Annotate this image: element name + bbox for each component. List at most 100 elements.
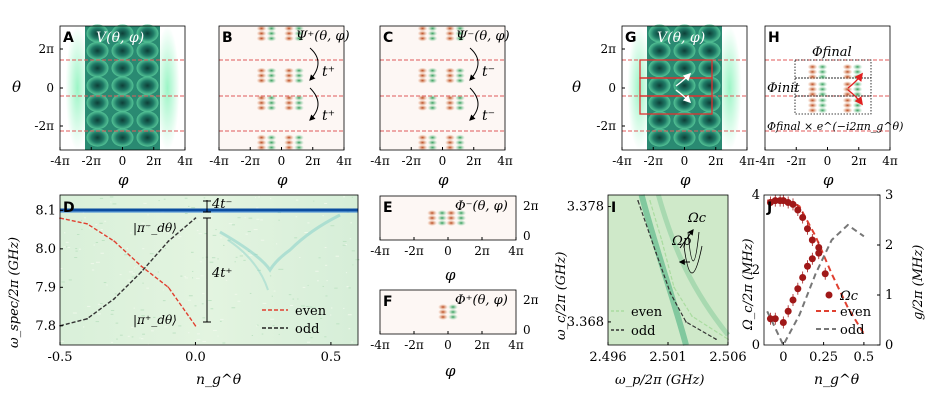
lobe-c-2-1-1-green [455,104,465,111]
lobe-c-1-1--1-green [455,67,465,74]
spectrum-texture-27 [256,324,259,326]
data-point-i-even-0 [649,199,651,202]
lobe-e-0-1-1-green [456,220,467,226]
spectrum-texture-224 [184,197,188,199]
lobe-c-3-0-1-orange [417,144,428,151]
spectrum-texture-100 [90,263,95,265]
spectrum-texture-237 [330,225,335,227]
potential-well-g-1-0 [648,41,671,60]
data-point-j-0-8 [804,225,811,233]
lobe-b-0-1-0-green [294,30,304,37]
spectrum-texture-176 [278,333,280,335]
spectrum-texture-29 [220,318,224,320]
panel-b: B Ψ⁺(θ, φ) t⁺ t⁺ -4π -2π 0 2π 4π φ [209,25,352,189]
panel-letter-b: B [222,30,233,46]
lobe-f-0-0-1-orange [438,314,448,320]
lobe-c-0-0-1-green [427,35,438,42]
spectrum-texture-232 [330,307,333,309]
potential-well-a-3-2 [136,76,159,95]
spectrum-texture-58 [195,277,200,279]
panel-f: F Φ⁺(θ, φ) 2π 0 -4π -2π 0 2π 4π φ [370,289,539,380]
spectrum-texture-8 [110,341,114,343]
d-ytick-1: 8.0 [35,242,56,257]
spectrum-texture-2 [235,256,238,258]
spectrum-texture-150 [200,275,204,277]
spectrum-texture-199 [188,205,190,207]
lobe-c-1-0-0-green [427,72,438,79]
d-ytick-3: 7.8 [35,319,56,334]
spectrum-texture-192 [213,329,217,331]
lobe-c-2-0-1-orange [417,104,428,111]
spectrum-texture-255 [99,222,103,224]
lobe-b-0-0-0-orange [256,30,267,37]
spectrum-texture-1 [192,270,194,272]
spectrum-texture-50 [119,274,122,276]
spectrum-texture-184 [244,217,246,219]
spectrum-texture-136 [81,219,83,221]
resonance-band-2 [655,194,730,337]
spectrum-texture-205 [313,327,317,329]
spectrum-texture-61 [219,237,223,239]
lobe-c-2-1-0-green [455,99,465,106]
legend-odd-i: odd [631,324,655,339]
hop-label-b-1: t⁺ [322,64,335,80]
panel-letter-j: J [766,200,772,216]
phi-axis-label-h: φ [823,171,834,189]
spectrum-texture-62 [278,268,280,270]
lobe-c-1-0-0-orange [417,72,428,79]
phi-tick-b-1: -2π [240,154,260,168]
lobe-b-0-1-1-orange [284,35,294,42]
lobe-f-0-0-0-orange [438,309,448,315]
lobe-b-3-0-1-green [266,144,277,151]
j-ytick-right-3: 0 [885,338,893,353]
lobe-c-1-1-0-orange [445,72,455,79]
spectrum-texture-170 [315,270,319,272]
pi-plus-label: |π⁺_dθ⟩ [133,313,177,327]
lobe-b-1-1--1-orange [284,67,294,74]
spectrum-texture-13 [100,229,103,231]
panel-h: H Φfinal Φinit Φfinal × e^(−i2πn_g^θ) -4… [755,25,903,189]
lobe-c-1-1--1-orange [445,67,455,74]
spectrum-texture-42 [196,339,201,341]
phi-tick-e-4: 4π [508,244,524,258]
j-ytick-right-2: 1 [885,288,893,303]
legend-even-j: even [840,305,872,320]
data-point-j-1-3 [784,307,792,315]
spectrum-texture-3 [255,207,259,209]
potential-well-a-1-2 [136,41,159,60]
panel-title-b: Ψ⁺(θ, φ) [296,29,350,44]
phi-tick-b-4: 4π [336,154,352,168]
data-point-i-odd-4 [715,338,717,341]
spectrum-texture-108 [110,313,114,315]
panel-letter-e: E [383,200,393,216]
spectrum-texture-157 [127,335,130,337]
spectrum-texture-119 [68,279,72,281]
phi-tick-g-3: 2π [708,154,724,168]
lobe-e-0-1--1-orange [446,210,457,216]
spectrum-texture-189 [262,302,267,304]
potential-well-g-2-1 [673,59,696,78]
phi-init-label: Φinit [767,81,800,96]
lobe-e-0-1-0-orange [446,215,457,221]
data-point-odd-1 [86,318,88,320]
spectrum-texture-193 [184,276,186,278]
lobe-b-2-1-0-orange [284,99,294,106]
lobe-h-0-0--1-orange [807,63,818,70]
spectrum-texture-173 [335,255,340,257]
lobe-c-2-1-1-orange [445,104,455,111]
spectrum-texture-57 [158,200,160,202]
e-right-tick-0: 0 [523,229,531,243]
spectrum-texture-203 [163,198,166,200]
j-ylabel-left: Ω_c/2π (MHz) [741,238,756,331]
phi-tick-g-4: 4π [739,154,755,168]
lobe-h-2-0-0-green [817,102,828,109]
spectrum-texture-228 [148,226,150,228]
spectrum-texture-93 [93,244,95,246]
spectrum-texture-10 [164,247,167,249]
legend-odd-d: odd [295,322,319,337]
phi-tick-f-2: 0 [444,338,452,352]
spectrum-texture-114 [99,197,104,199]
lobe-h-2-1-1-orange [842,107,853,114]
spectrum-texture-123 [348,328,351,330]
spectrum-texture-249 [253,229,258,231]
